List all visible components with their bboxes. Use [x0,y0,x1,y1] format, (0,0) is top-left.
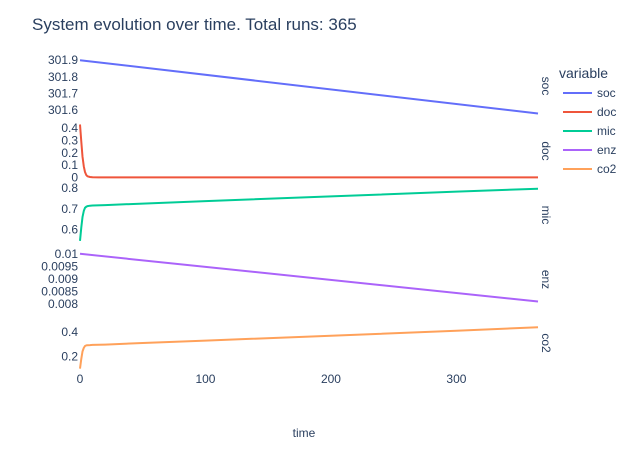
x-axis-title: time [293,426,316,440]
series-line-soc [79,59,539,115]
y-tick-label-enz: 0.0095 [41,259,78,273]
chart-title: System evolution over time. Total runs: … [32,15,357,34]
y-tick-label-co2: 0.2 [61,349,78,363]
facet-doc: 00.10.20.30.4 doc [61,121,553,184]
legend-title: variable [559,65,608,81]
y-tick-label-doc: 0.2 [61,146,78,160]
legend-label-enz: enz [597,143,616,157]
x-tick-label: 100 [195,372,215,386]
series-line-co2 [79,326,539,369]
y-tick-label-doc: 0.1 [61,158,78,172]
legend-item-mic: mic [563,124,616,138]
y-tick-label-doc: 0 [71,171,78,185]
y-tick-label-co2: 0.4 [61,325,78,339]
legend-label-mic: mic [597,124,616,138]
y-tick-label-enz: 0.01 [55,247,79,261]
legend: variable soc doc mic enz co2 [559,65,617,176]
y-tick-label-mic: 0.7 [61,202,78,216]
facet-label-co2: co2 [539,333,553,353]
facet-co2: 0.2 0.4 co2 [61,325,553,369]
facet-label-doc: doc [539,141,553,160]
series-line-enz [79,252,539,303]
facet-label-mic: mic [539,206,553,225]
y-tick-label-enz: 0.009 [48,272,78,286]
legend-item-enz: enz [563,143,616,157]
facet-soc: 301.6 301.7 301.8 301.9 soc [48,53,553,117]
y-tick-label-doc: 0.4 [61,121,78,135]
y-tick-label-enz: 0.0085 [41,284,78,298]
facet-mic: 0.6 0.7 0.8 mic [61,181,553,241]
legend-label-soc: soc [597,86,616,100]
y-tick-label-soc: 301.6 [48,103,78,117]
facet-label-enz: enz [539,270,553,289]
y-tick-label-soc: 301.8 [48,70,78,84]
legend-item-doc: doc [563,105,616,119]
y-tick-label-mic: 0.8 [61,181,78,195]
facet-label-soc: soc [539,77,553,96]
legend-item-soc: soc [563,86,616,100]
x-axis: 0 100 200 300 [77,372,467,386]
series-line-mic [79,187,539,241]
x-tick-label: 300 [446,372,466,386]
y-tick-label-soc: 301.7 [48,87,78,101]
y-tick-label-doc: 0.3 [61,134,78,148]
y-tick-label-soc: 301.9 [48,53,78,67]
y-tick-label-mic: 0.6 [61,223,78,237]
legend-label-doc: doc [597,105,616,119]
facet-panels: 301.6301.7301.8301.9soc00.10.20.30.4doc0… [41,53,553,369]
series-line-doc [79,124,538,179]
legend-label-co2: co2 [597,162,617,176]
x-tick-label: 0 [77,372,84,386]
x-tick-label: 200 [321,372,341,386]
legend-item-co2: co2 [563,162,617,176]
y-tick-label-enz: 0.008 [48,297,78,311]
